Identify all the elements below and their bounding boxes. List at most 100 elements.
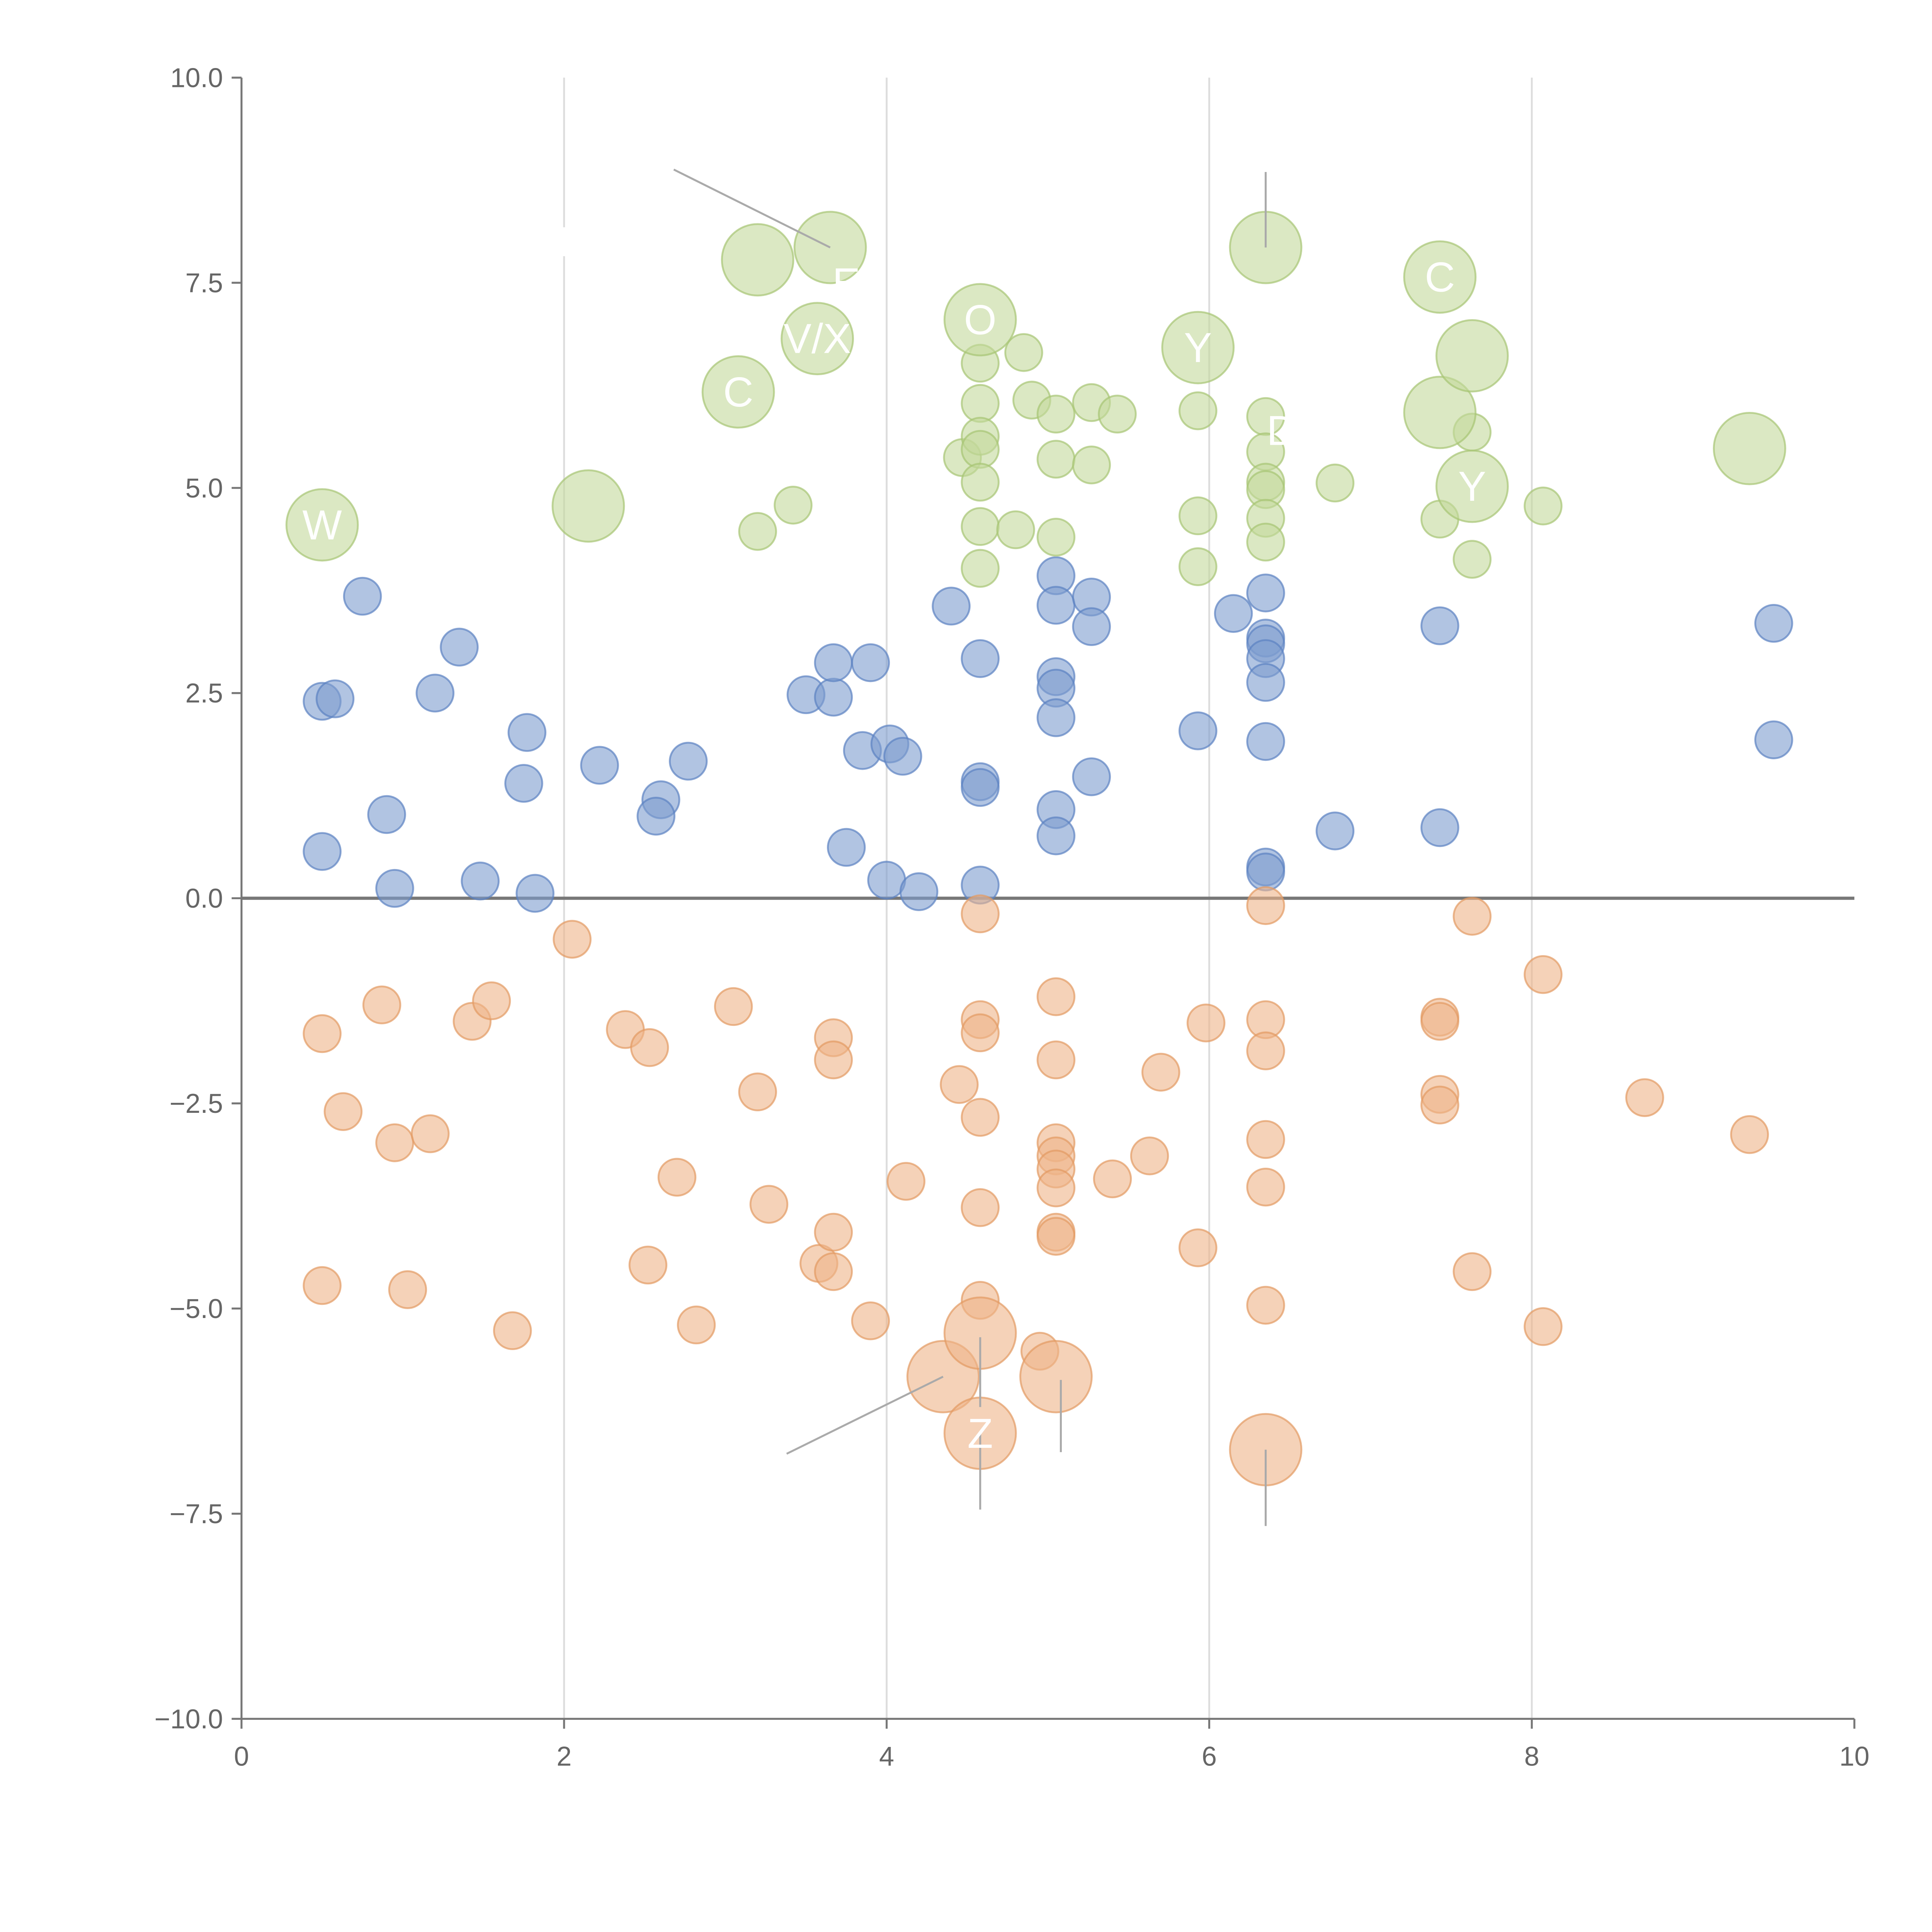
- x-tick-label: 10: [1839, 1741, 1869, 1772]
- x-tick-label: 6: [1202, 1741, 1217, 1772]
- data-point-green: [996, 510, 1035, 549]
- data-point-orange: [1420, 1085, 1459, 1125]
- bubble-label: O: [964, 296, 997, 343]
- data-point-green: [961, 463, 1000, 502]
- data-point-orange: [961, 894, 1000, 934]
- bubble-label: C: [1425, 253, 1455, 300]
- data-point-blue: [1072, 607, 1111, 646]
- data-point-blue: [1072, 757, 1111, 796]
- data-point-orange: [961, 1188, 1000, 1227]
- data-point-blue: [1246, 663, 1285, 702]
- data-point-blue: [303, 832, 342, 871]
- data-point-orange: [738, 1072, 777, 1112]
- data-point-orange: [1524, 955, 1563, 994]
- data-point-blue: [343, 577, 382, 616]
- data-point-blue: [814, 643, 853, 682]
- data-point-orange: [1141, 1053, 1180, 1092]
- bubble-green: [1161, 311, 1235, 384]
- y-tick-label: 10.0: [170, 62, 223, 93]
- data-point-blue: [814, 678, 853, 717]
- data-point-orange: [1524, 1307, 1563, 1346]
- data-point-orange: [303, 1014, 342, 1053]
- data-point-blue: [1179, 711, 1218, 750]
- data-point-orange: [1452, 1252, 1492, 1291]
- data-point-orange: [1179, 1228, 1218, 1267]
- data-point-green: [1179, 391, 1218, 430]
- data-point-blue: [315, 679, 355, 718]
- x-tick-label: 4: [879, 1741, 894, 1772]
- data-point-green: [1246, 522, 1285, 562]
- data-point-blue: [899, 872, 939, 911]
- bubble-green: [781, 302, 854, 376]
- y-tick-label: −10.0: [155, 1704, 223, 1734]
- bubble-green: [551, 469, 625, 543]
- data-point-orange: [1246, 1286, 1285, 1325]
- y-tick-label: 5.0: [185, 473, 223, 503]
- data-point-blue: [440, 628, 479, 667]
- data-point-orange: [1452, 897, 1492, 936]
- data-point-blue: [1420, 606, 1459, 645]
- data-point-blue: [580, 746, 619, 785]
- bubble-label: V/X: [784, 315, 851, 362]
- data-point-blue: [1036, 586, 1076, 625]
- data-point-orange: [1625, 1078, 1664, 1117]
- data-point-blue: [827, 828, 866, 867]
- bubble-green: [943, 283, 1017, 357]
- data-point-orange: [472, 981, 511, 1020]
- data-point-green: [1179, 547, 1218, 586]
- data-point-orange: [375, 1123, 414, 1162]
- leader-line: [786, 1376, 944, 1455]
- data-point-blue: [1036, 816, 1076, 855]
- data-point-orange: [628, 1245, 668, 1285]
- x-tick-label: 0: [234, 1741, 249, 1772]
- data-point-green: [1315, 463, 1355, 503]
- data-point-green: [961, 384, 1000, 423]
- data-point-green: [1072, 446, 1111, 485]
- bubble-label: Z: [968, 1410, 993, 1457]
- data-point-orange: [388, 1270, 427, 1309]
- data-point-orange: [1093, 1159, 1132, 1199]
- annotation-label: I: [558, 218, 570, 265]
- data-point-orange: [961, 1098, 1000, 1137]
- bubble-label: W: [303, 502, 342, 548]
- data-point-blue: [1246, 573, 1285, 612]
- bubble-green: [1403, 376, 1477, 449]
- data-point-blue: [1754, 604, 1793, 643]
- data-point-blue: [851, 643, 890, 682]
- y-tick-label: −2.5: [170, 1088, 223, 1119]
- data-point-blue: [636, 797, 675, 836]
- data-point-green: [1036, 395, 1076, 434]
- leader-line: [673, 168, 831, 248]
- bubble-green: [1435, 449, 1509, 523]
- data-point-blue: [515, 874, 554, 913]
- leader-lines: [673, 168, 1267, 1526]
- annotation-label: D: [1267, 407, 1297, 454]
- data-point-orange: [814, 1040, 853, 1080]
- data-point-orange: [1036, 1040, 1076, 1080]
- y-tick-label: 2.5: [185, 678, 223, 708]
- data-point-green: [1179, 496, 1218, 536]
- bubble-green: [1713, 412, 1786, 485]
- data-point-orange: [814, 1213, 853, 1252]
- data-point-blue: [1214, 594, 1253, 633]
- data-point-green: [1004, 333, 1043, 372]
- data-point-blue: [669, 742, 708, 781]
- data-point-blue: [932, 587, 971, 626]
- data-point-orange: [714, 987, 753, 1026]
- data-point-orange: [1246, 1031, 1285, 1070]
- data-point-orange: [940, 1065, 979, 1104]
- bubble-label: Y: [1458, 463, 1486, 510]
- data-point-orange: [493, 1311, 532, 1350]
- data-points: [285, 211, 1793, 1486]
- data-point-orange: [1246, 886, 1285, 925]
- data-point-blue: [1036, 698, 1076, 737]
- data-point-orange: [1246, 1167, 1285, 1207]
- data-point-orange: [630, 1028, 669, 1067]
- data-point-blue: [504, 764, 543, 803]
- bubble-green: [1435, 319, 1509, 393]
- data-point-orange: [1246, 1120, 1285, 1159]
- data-point-blue: [507, 713, 547, 752]
- data-point-orange: [814, 1252, 853, 1291]
- bubble-orange: [1019, 1340, 1093, 1413]
- tick-marks: −10.0 −7.5 −5.0 −2.5 0.0 2.5 5.0 7.5 10.0 0 2 4 6 8 10: [155, 62, 1869, 1771]
